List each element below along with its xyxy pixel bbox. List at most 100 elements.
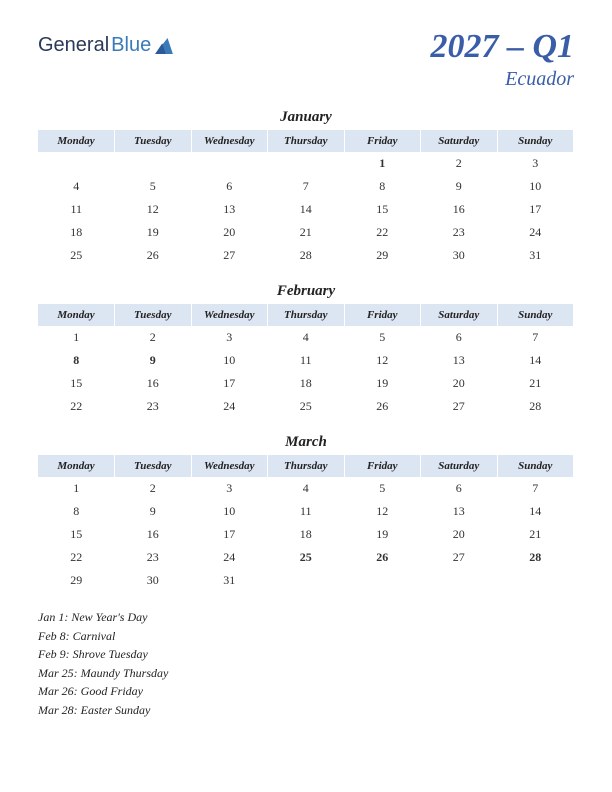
day-cell: 18 — [268, 523, 345, 546]
day-cell: 23 — [421, 221, 498, 244]
calendar-table: MondayTuesdayWednesdayThursdayFridaySatu… — [38, 130, 574, 267]
week-row: 45678910 — [38, 175, 574, 198]
month-name: February — [38, 283, 574, 300]
day-cell: 12 — [344, 349, 421, 372]
day-cell: 13 — [421, 349, 498, 372]
logo-triangle-icon — [155, 38, 173, 54]
holiday-entry: Mar 25: Maundy Thursday — [38, 664, 574, 683]
day-cell: 14 — [497, 500, 574, 523]
day-cell: 17 — [191, 523, 268, 546]
title-block: 2027 – Q1 Ecuador — [430, 28, 574, 91]
day-cell — [344, 569, 421, 592]
day-cell: 24 — [191, 546, 268, 569]
month-block: January MondayTuesdayWednesdayThursdayFri… — [38, 109, 574, 267]
day-cell: 12 — [115, 198, 192, 221]
day-cell: 16 — [421, 198, 498, 221]
day-cell: 19 — [344, 372, 421, 395]
week-row: 22232425262728 — [38, 546, 574, 569]
day-cell: 8 — [344, 175, 421, 198]
day-cell: 13 — [191, 198, 268, 221]
week-row: 18192021222324 — [38, 221, 574, 244]
week-row: 1234567 — [38, 477, 574, 500]
day-cell: 14 — [497, 349, 574, 372]
day-cell: 4 — [268, 326, 345, 349]
day-cell: 9 — [115, 349, 192, 372]
day-header: Friday — [344, 455, 421, 477]
day-cell: 22 — [344, 221, 421, 244]
holiday-entry: Mar 28: Easter Sunday — [38, 701, 574, 720]
day-cell: 23 — [115, 395, 192, 418]
day-cell: 21 — [497, 372, 574, 395]
day-cell: 2 — [115, 477, 192, 500]
day-cell: 20 — [421, 372, 498, 395]
day-cell: 3 — [497, 152, 574, 175]
day-cell: 17 — [191, 372, 268, 395]
day-cell: 15 — [38, 372, 115, 395]
day-cell: 4 — [38, 175, 115, 198]
day-cell: 24 — [191, 395, 268, 418]
day-cell: 26 — [344, 546, 421, 569]
day-cell: 21 — [497, 523, 574, 546]
day-cell: 26 — [344, 395, 421, 418]
month-block: FebruaryMondayTuesdayWednesdayThursdayFr… — [38, 283, 574, 418]
day-cell: 9 — [421, 175, 498, 198]
day-cell: 3 — [191, 326, 268, 349]
day-cell: 28 — [268, 244, 345, 267]
day-cell: 4 — [268, 477, 345, 500]
calendars-container: JanuaryMondayTuesdayWednesdayThursdayFri… — [38, 109, 574, 592]
day-cell: 27 — [421, 546, 498, 569]
day-cell: 16 — [115, 523, 192, 546]
week-row: 1234567 — [38, 326, 574, 349]
day-cell: 24 — [497, 221, 574, 244]
day-cell: 28 — [497, 546, 574, 569]
day-cell: 30 — [421, 244, 498, 267]
day-cell: 10 — [497, 175, 574, 198]
day-header: Sunday — [497, 304, 574, 326]
day-cell — [268, 152, 345, 175]
day-cell: 31 — [191, 569, 268, 592]
day-cell: 11 — [268, 500, 345, 523]
header: GeneralBlue 2027 – Q1 Ecuador — [38, 28, 574, 91]
day-cell: 1 — [38, 326, 115, 349]
day-cell: 5 — [115, 175, 192, 198]
week-row: 891011121314 — [38, 349, 574, 372]
day-header: Wednesday — [191, 130, 268, 152]
day-cell: 8 — [38, 349, 115, 372]
day-cell — [115, 152, 192, 175]
day-cell — [191, 152, 268, 175]
logo-text-general: General — [38, 34, 109, 57]
holiday-entry: Jan 1: New Year's Day — [38, 608, 574, 627]
day-cell: 21 — [268, 221, 345, 244]
day-cell: 27 — [421, 395, 498, 418]
day-cell: 6 — [421, 477, 498, 500]
day-cell: 10 — [191, 500, 268, 523]
logo: GeneralBlue — [38, 34, 173, 57]
day-cell: 7 — [268, 175, 345, 198]
day-header: Friday — [344, 304, 421, 326]
day-cell: 17 — [497, 198, 574, 221]
day-cell: 27 — [191, 244, 268, 267]
day-cell: 13 — [421, 500, 498, 523]
day-header: Sunday — [497, 130, 574, 152]
day-cell: 15 — [344, 198, 421, 221]
day-cell: 20 — [421, 523, 498, 546]
month-name: January — [38, 109, 574, 126]
day-header: Tuesday — [115, 455, 192, 477]
day-cell: 10 — [191, 349, 268, 372]
day-cell: 2 — [421, 152, 498, 175]
quarter-title: 2027 – Q1 — [430, 28, 574, 66]
day-header: Friday — [344, 130, 421, 152]
day-header: Saturday — [421, 455, 498, 477]
holiday-entry: Feb 8: Carnival — [38, 627, 574, 646]
week-row: 891011121314 — [38, 500, 574, 523]
day-header: Monday — [38, 304, 115, 326]
day-cell: 25 — [268, 395, 345, 418]
day-header: Thursday — [268, 455, 345, 477]
week-row: 22232425262728 — [38, 395, 574, 418]
day-cell: 18 — [38, 221, 115, 244]
day-cell: 11 — [38, 198, 115, 221]
day-cell: 1 — [344, 152, 421, 175]
day-cell: 18 — [268, 372, 345, 395]
day-cell: 19 — [115, 221, 192, 244]
day-cell — [421, 569, 498, 592]
